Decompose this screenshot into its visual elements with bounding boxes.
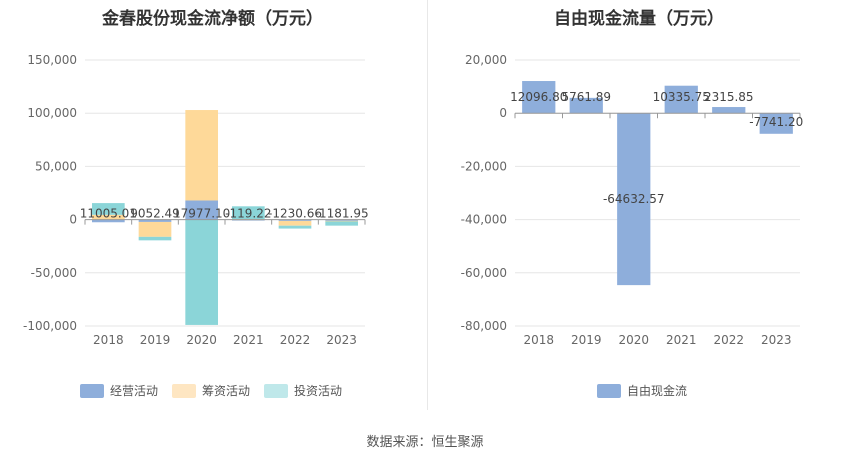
y-tick-label: -60,000 <box>461 266 507 280</box>
bar <box>664 85 698 114</box>
x-tick-label: 2023 <box>761 333 792 347</box>
x-tick-label: 2018 <box>523 333 554 347</box>
bar <box>92 219 125 223</box>
bar <box>617 113 651 286</box>
x-tick-label: 2019 <box>140 333 171 347</box>
data-label: -1181.95 <box>315 207 369 221</box>
legend-swatch <box>80 383 104 398</box>
y-tick-label: -20,000 <box>461 159 507 173</box>
bar <box>92 203 125 215</box>
y-tick-label: 0 <box>69 213 77 227</box>
legend-label: 自由现金流 <box>627 384 688 398</box>
y-tick-label: 0 <box>499 106 507 120</box>
y-tick-label: 50,000 <box>35 159 77 173</box>
legend-swatch <box>172 383 197 398</box>
x-tick-label: 2021 <box>233 333 264 347</box>
legend-swatch <box>597 383 621 398</box>
y-tick-label: 150,000 <box>27 53 77 67</box>
bar <box>759 113 793 134</box>
bar <box>278 219 312 221</box>
bar <box>278 220 312 226</box>
x-tick-label: 2020 <box>618 333 649 347</box>
legend-item-financing[interactable]: 筹资活动 <box>172 382 250 399</box>
bar <box>325 220 358 222</box>
data-label: 2315.85 <box>704 90 754 104</box>
x-tick-label: 2022 <box>713 333 744 347</box>
data-label: -1230.66 <box>268 207 322 221</box>
data-label: 11005.01 <box>80 207 137 221</box>
y-tick-label: -100,000 <box>23 319 77 333</box>
chart-divider <box>427 0 428 410</box>
bar <box>138 236 172 241</box>
bar <box>185 110 218 201</box>
legend-swatch <box>264 383 289 398</box>
x-tick-label: 2022 <box>280 333 311 347</box>
data-source: 数据来源：恒生聚源 <box>366 435 484 450</box>
legend-label: 经营活动 <box>110 384 159 398</box>
bar <box>185 219 218 325</box>
bar <box>325 221 358 226</box>
y-tick-label: -80,000 <box>461 319 507 333</box>
data-label: 5761.89 <box>561 90 611 104</box>
bar <box>325 219 358 221</box>
legend-item-investing[interactable]: 投资活动 <box>264 382 342 399</box>
bar <box>569 97 603 114</box>
y-tick-label: 20,000 <box>465 53 507 67</box>
chart-title-right: 自由现金流量（万元） <box>554 9 724 29</box>
data-label: -119.22 <box>225 207 271 221</box>
y-tick-label: -50,000 <box>31 266 77 280</box>
bar <box>232 206 265 220</box>
bar <box>185 200 218 220</box>
bar <box>712 107 746 114</box>
legend-right: 自由现金流 <box>597 382 687 399</box>
data-label: 12096.80 <box>510 90 567 104</box>
y-tick-label: -40,000 <box>461 213 507 227</box>
bar <box>138 219 172 222</box>
chart-title-left: 金春股份现金流净额（万元） <box>102 9 323 29</box>
x-tick-label: 2018 <box>93 333 124 347</box>
legend-left: 经营活动 筹资活动 投资活动 <box>80 382 342 399</box>
bar <box>278 225 312 229</box>
data-label: 10335.75 <box>653 90 710 104</box>
x-tick-label: 2019 <box>571 333 602 347</box>
legend-label: 投资活动 <box>294 384 343 398</box>
data-label: -64632.57 <box>603 192 665 206</box>
bar <box>138 221 172 237</box>
x-tick-label: 2023 <box>326 333 357 347</box>
x-tick-label: 2020 <box>186 333 217 347</box>
y-tick-label: 100,000 <box>27 106 77 120</box>
x-tick-label: 2021 <box>666 333 697 347</box>
bar <box>522 81 556 114</box>
bar <box>92 214 125 220</box>
legend-item-operating[interactable]: 经营活动 <box>80 382 158 399</box>
data-label: 17977.10 <box>173 207 230 221</box>
data-label: -7741.20 <box>749 115 803 129</box>
legend-item-free-cash-flow[interactable]: 自由现金流 <box>597 382 687 399</box>
legend-label: 筹资活动 <box>202 384 251 398</box>
data-label: 9052.49 <box>130 207 180 221</box>
